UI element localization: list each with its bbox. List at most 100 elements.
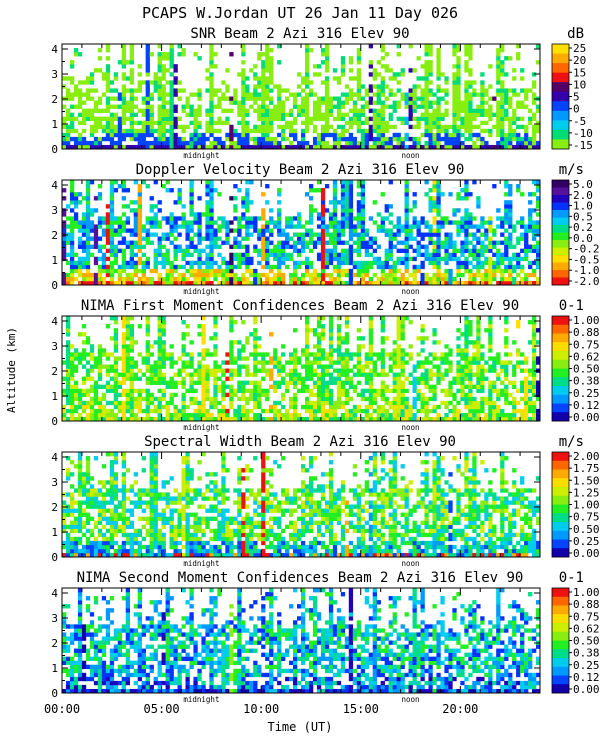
- heatmap-cell: [109, 276, 115, 282]
- heatmap-cell: [452, 132, 457, 138]
- heatmap-cell: [384, 276, 389, 282]
- heatmap-cell: [121, 128, 127, 134]
- heatmap-cell: [424, 276, 429, 282]
- heatmap-cell: [324, 128, 330, 134]
- heatmap-cell: [285, 372, 290, 377]
- heatmap-cell: [237, 136, 242, 142]
- heatmap-cell: [217, 408, 222, 414]
- heatmap-cell: [157, 380, 162, 385]
- heatmap-cell: [388, 140, 393, 146]
- heatmap-cell: [492, 228, 497, 233]
- heatmap-cell: [145, 316, 150, 321]
- heatmap-cell: [500, 80, 505, 85]
- heatmap-cell: [145, 128, 150, 134]
- heatmap-cell: [408, 224, 413, 229]
- heatmap-cell: [424, 180, 429, 185]
- heatmap-cell: [360, 216, 366, 221]
- heatmap-cell: [512, 256, 517, 262]
- heatmap-cell: [141, 408, 146, 414]
- heatmap-cell: [424, 336, 429, 341]
- heatmap-cell: [408, 244, 413, 249]
- heatmap-cell: [101, 124, 107, 130]
- heatmap-cell: [237, 416, 242, 422]
- heatmap-cell: [316, 188, 322, 193]
- heatmap-cell: [376, 352, 381, 357]
- heatmap-cell: [121, 324, 127, 329]
- heatmap-cell: [185, 404, 190, 410]
- heatmap-cell: [380, 360, 385, 365]
- heatmap-cell: [404, 232, 409, 237]
- heatmap-cell: [416, 352, 421, 357]
- heatmap-cell: [161, 360, 166, 365]
- heatmap-cell: [312, 240, 318, 245]
- heatmap-cell: [165, 188, 170, 193]
- heatmap-cell: [372, 392, 377, 398]
- heatmap-cell: [249, 380, 254, 385]
- heatmap-cell: [229, 196, 234, 201]
- heatmap-cell: [121, 52, 127, 57]
- heatmap-cell: [253, 144, 258, 150]
- heatmap-cell: [380, 124, 385, 130]
- heatmap-cell: [161, 340, 166, 345]
- heatmap-cell: [340, 412, 346, 418]
- heatmap-cell: [356, 360, 362, 365]
- heatmap-cell: [105, 380, 111, 385]
- heatmap-cell: [328, 356, 334, 361]
- heatmap-cell: [328, 348, 334, 353]
- heatmap-cell: [245, 372, 250, 377]
- heatmap-cell: [241, 196, 246, 201]
- heatmap-cell: [340, 232, 346, 237]
- heatmap-cell: [424, 356, 429, 361]
- heatmap-cell: [476, 108, 481, 113]
- heatmap-cell: [173, 380, 178, 385]
- heatmap-cell: [324, 248, 330, 253]
- heatmap-cell: [456, 408, 461, 414]
- heatmap-cell: [89, 280, 95, 286]
- heatmap-cell: [85, 208, 91, 213]
- heatmap-cell: [448, 360, 453, 365]
- heatmap-cell: [324, 52, 330, 57]
- colorbar-tick-label: -0.5: [573, 253, 600, 266]
- heatmap-cell: [516, 280, 521, 286]
- heatmap-cell: [213, 320, 218, 325]
- heatmap-cell: [109, 412, 115, 418]
- heatmap-cell: [304, 388, 310, 394]
- heatmap-cell: [364, 356, 370, 361]
- heatmap-cell: [320, 252, 326, 258]
- heatmap-cell: [320, 216, 326, 221]
- heatmap-cell: [181, 48, 186, 53]
- heatmap-cell: [81, 92, 87, 97]
- heatmap-cell: [189, 352, 194, 357]
- heatmap-cell: [440, 272, 445, 278]
- heatmap-cell: [129, 124, 134, 130]
- heatmap-cell: [476, 264, 481, 270]
- heatmap-cell: [65, 368, 71, 373]
- heatmap-cell: [344, 208, 350, 213]
- heatmap-cell: [408, 208, 413, 213]
- heatmap-cell: [344, 320, 350, 325]
- heatmap-cell: [89, 180, 95, 185]
- heatmap-cell: [205, 388, 210, 394]
- heatmap-cell: [205, 276, 210, 282]
- heatmap-cell: [420, 144, 425, 150]
- heatmap-cell: [197, 352, 202, 357]
- heatmap-cell: [408, 380, 413, 385]
- heatmap-cell: [312, 244, 318, 249]
- heatmap-cell: [273, 388, 278, 394]
- heatmap-cell: [261, 392, 266, 398]
- heatmap-cell: [424, 256, 429, 262]
- heatmap-cell: [233, 140, 238, 146]
- heatmap-cell: [117, 392, 123, 398]
- heatmap-cell: [293, 400, 298, 406]
- heatmap-cell: [312, 104, 318, 109]
- heatmap-cell: [340, 336, 346, 341]
- heatmap-cell: [380, 84, 385, 89]
- heatmap-cell: [153, 280, 158, 286]
- heatmap-cell: [460, 412, 465, 418]
- heatmap-cell: [504, 240, 509, 245]
- heatmap-cell: [496, 224, 501, 229]
- heatmap-cell: [297, 140, 302, 146]
- heatmap-cell: [221, 220, 226, 225]
- heatmap-cell: [245, 124, 250, 130]
- heatmap-cell: [225, 228, 230, 233]
